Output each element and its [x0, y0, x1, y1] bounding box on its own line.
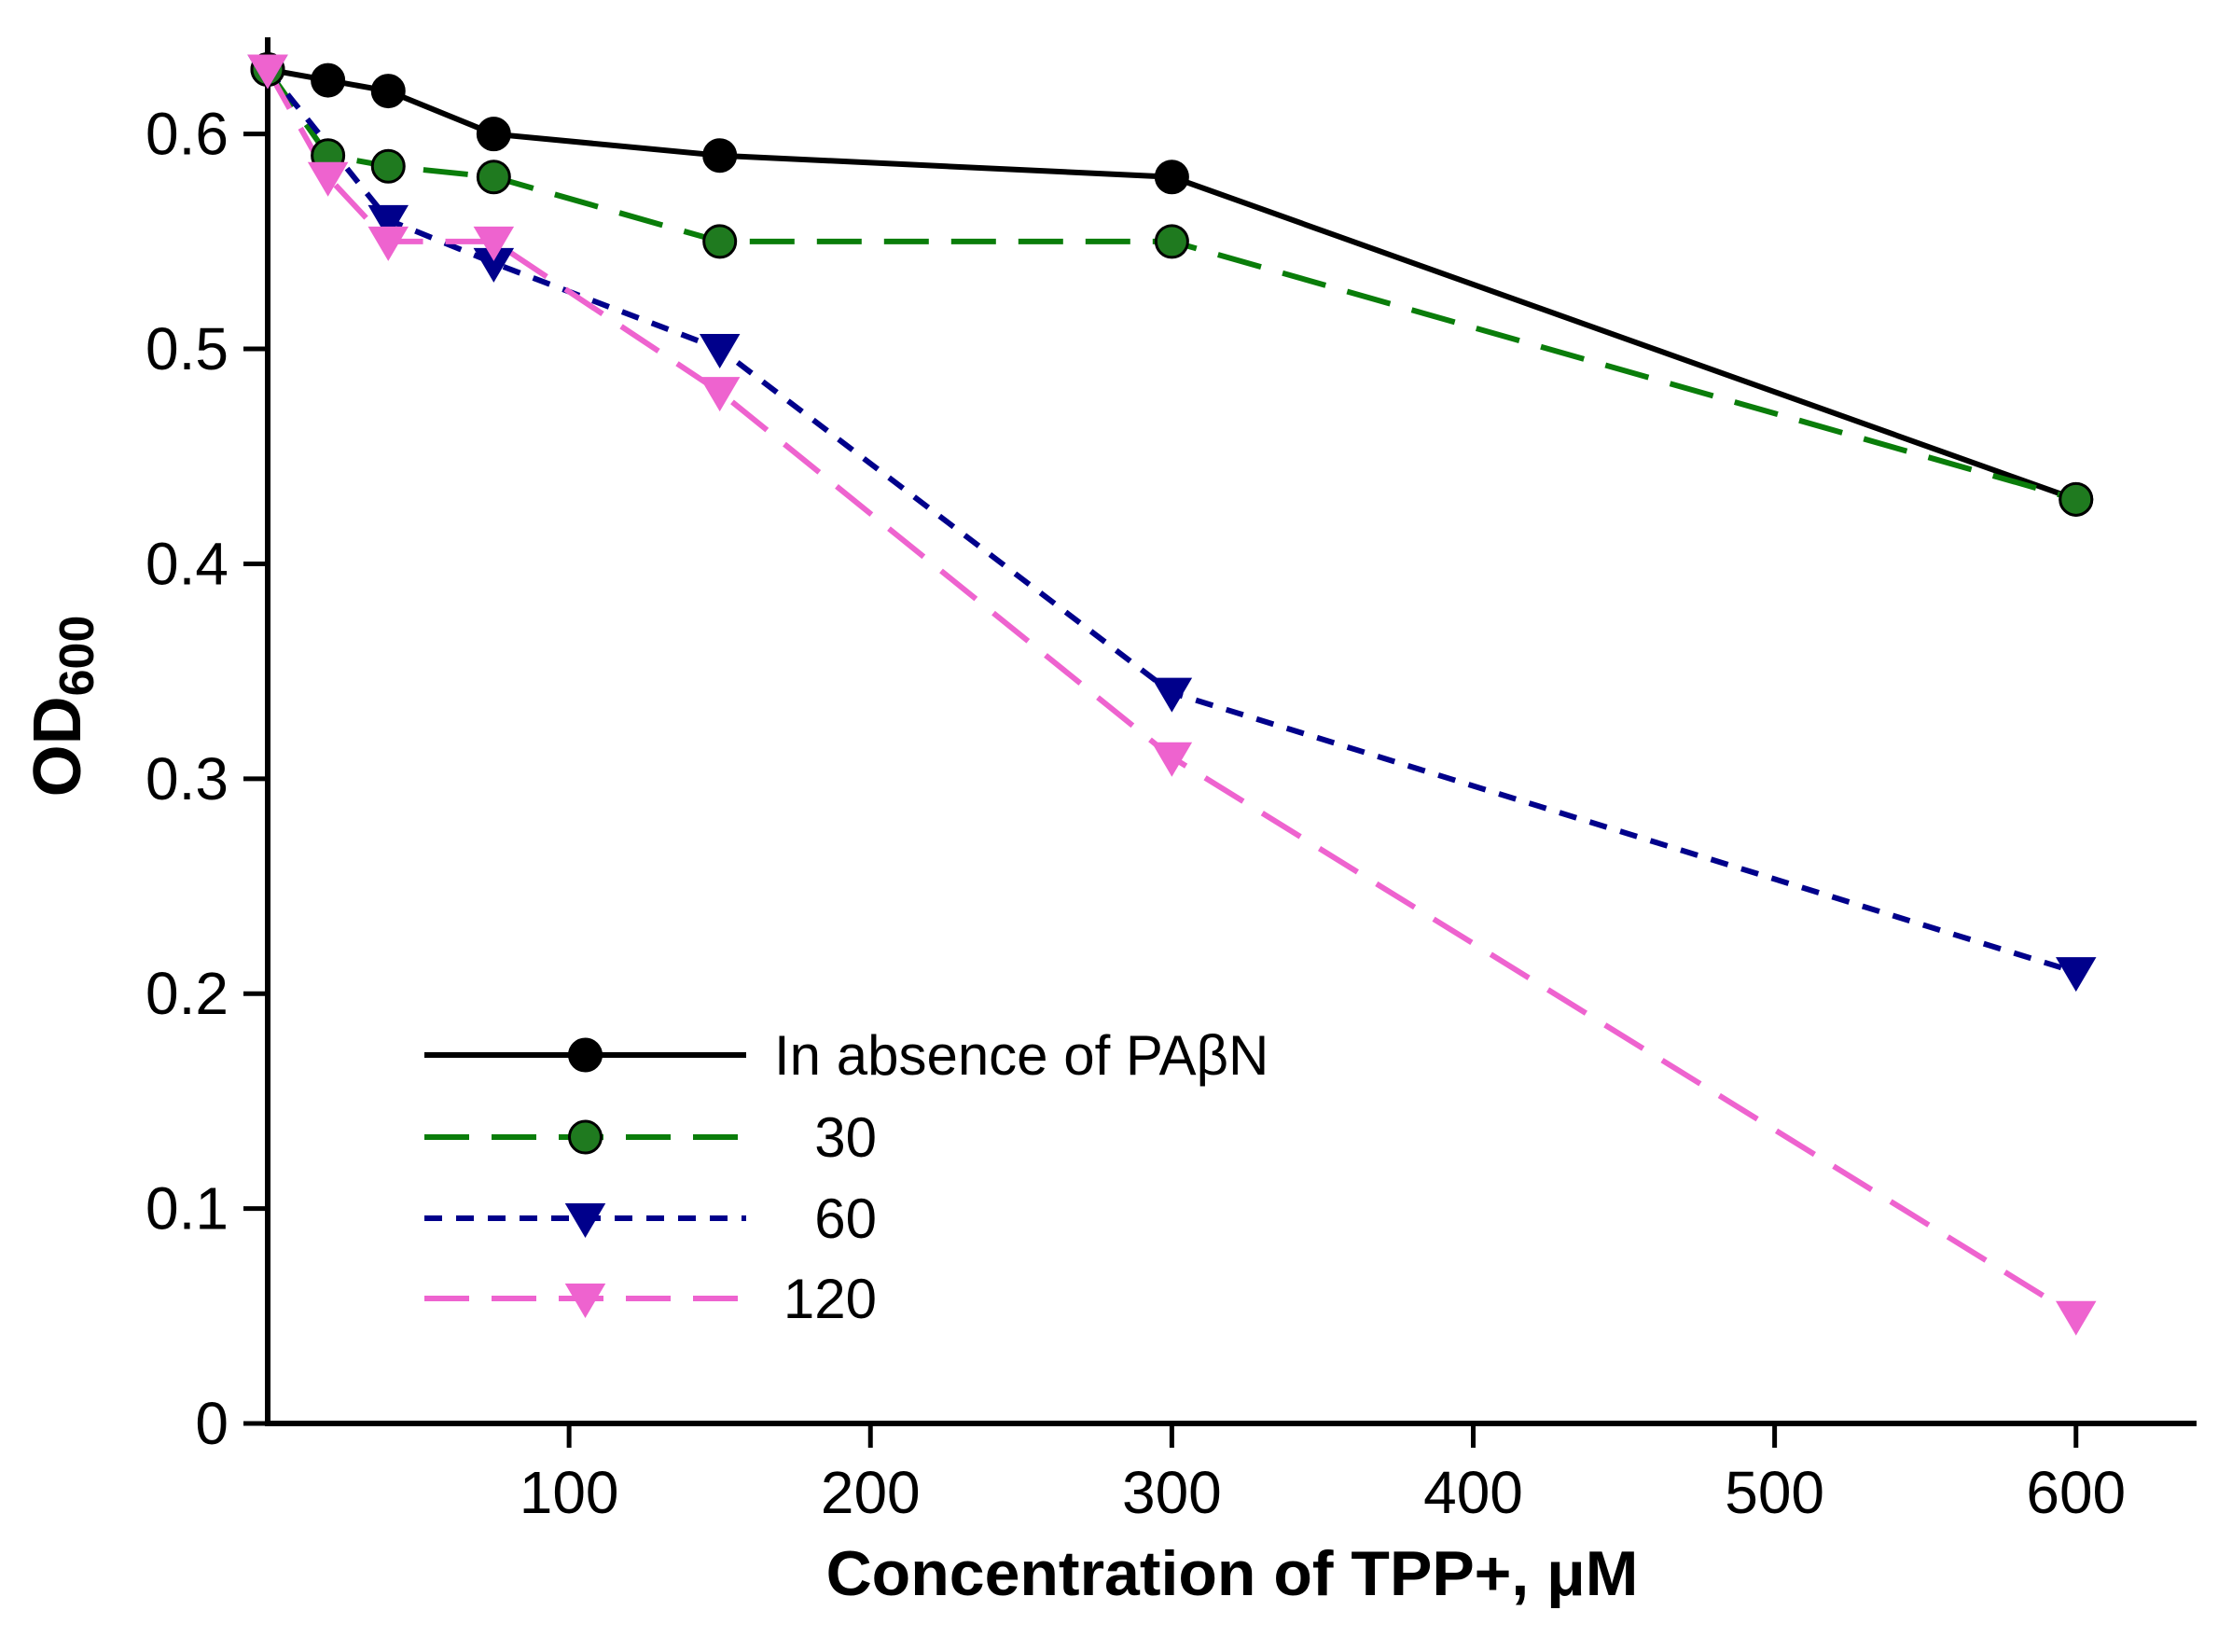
- series-line: [265, 67, 2077, 976]
- data-point-triangle: [564, 1203, 606, 1238]
- data-point-triangle: [2056, 957, 2097, 993]
- legend-label: 60: [814, 1187, 877, 1250]
- data-point-circle: [311, 62, 346, 98]
- data-point-triangle: [367, 204, 409, 240]
- data-point-triangle: [1151, 742, 1193, 777]
- y-axis-title-subscript: 600: [50, 615, 104, 697]
- y-tick-label: 0: [195, 1390, 229, 1457]
- data-point-circle: [702, 138, 738, 174]
- x-tick-label: 500: [1725, 1459, 1824, 1526]
- x-axis-title: Concentration of TPP+, μM: [825, 1538, 1639, 1609]
- y-axis-title: OD600: [16, 520, 104, 893]
- data-point-circle: [1154, 224, 1189, 259]
- legend-label: In absence of PAβN: [774, 1024, 1268, 1087]
- y-tick-label: 0.2: [146, 960, 229, 1027]
- data-point-circle: [370, 74, 406, 109]
- x-tick-label: 600: [2026, 1459, 2126, 1526]
- y-tick-label: 0.1: [146, 1175, 229, 1242]
- data-point-circle: [1154, 160, 1189, 195]
- data-point-triangle: [367, 226, 409, 261]
- data-point-circle: [476, 160, 511, 195]
- y-tick-label: 0.3: [146, 745, 229, 812]
- x-tick-label: 200: [821, 1459, 921, 1526]
- data-point-circle: [568, 1037, 603, 1073]
- data-point-circle: [568, 1119, 603, 1155]
- x-tick-label: 100: [520, 1459, 619, 1526]
- data-point-triangle: [307, 161, 349, 197]
- data-point-triangle: [473, 226, 515, 261]
- y-tick-label: 0.4: [146, 530, 229, 597]
- y-tick-label: 0.6: [146, 101, 229, 168]
- data-point-triangle: [247, 54, 288, 90]
- data-point-triangle: [1151, 677, 1193, 713]
- data-point-triangle: [699, 377, 741, 412]
- data-point-circle: [370, 148, 406, 184]
- series-line: [265, 67, 2077, 503]
- data-point-circle: [2059, 481, 2094, 517]
- data-point-triangle: [699, 334, 741, 369]
- data-point-circle: [702, 224, 738, 259]
- x-tick-label: 400: [1423, 1459, 1523, 1526]
- data-point-circle: [476, 117, 511, 152]
- y-tick-label: 0.5: [146, 315, 229, 382]
- legend-label: 120: [783, 1268, 877, 1330]
- series-line: [267, 66, 2077, 503]
- y-axis-title-main: OD: [21, 696, 95, 798]
- data-point-triangle: [564, 1284, 606, 1318]
- legend-label: 30: [814, 1106, 877, 1169]
- x-tick-label: 300: [1122, 1459, 1222, 1526]
- data-point-triangle: [2056, 1300, 2097, 1336]
